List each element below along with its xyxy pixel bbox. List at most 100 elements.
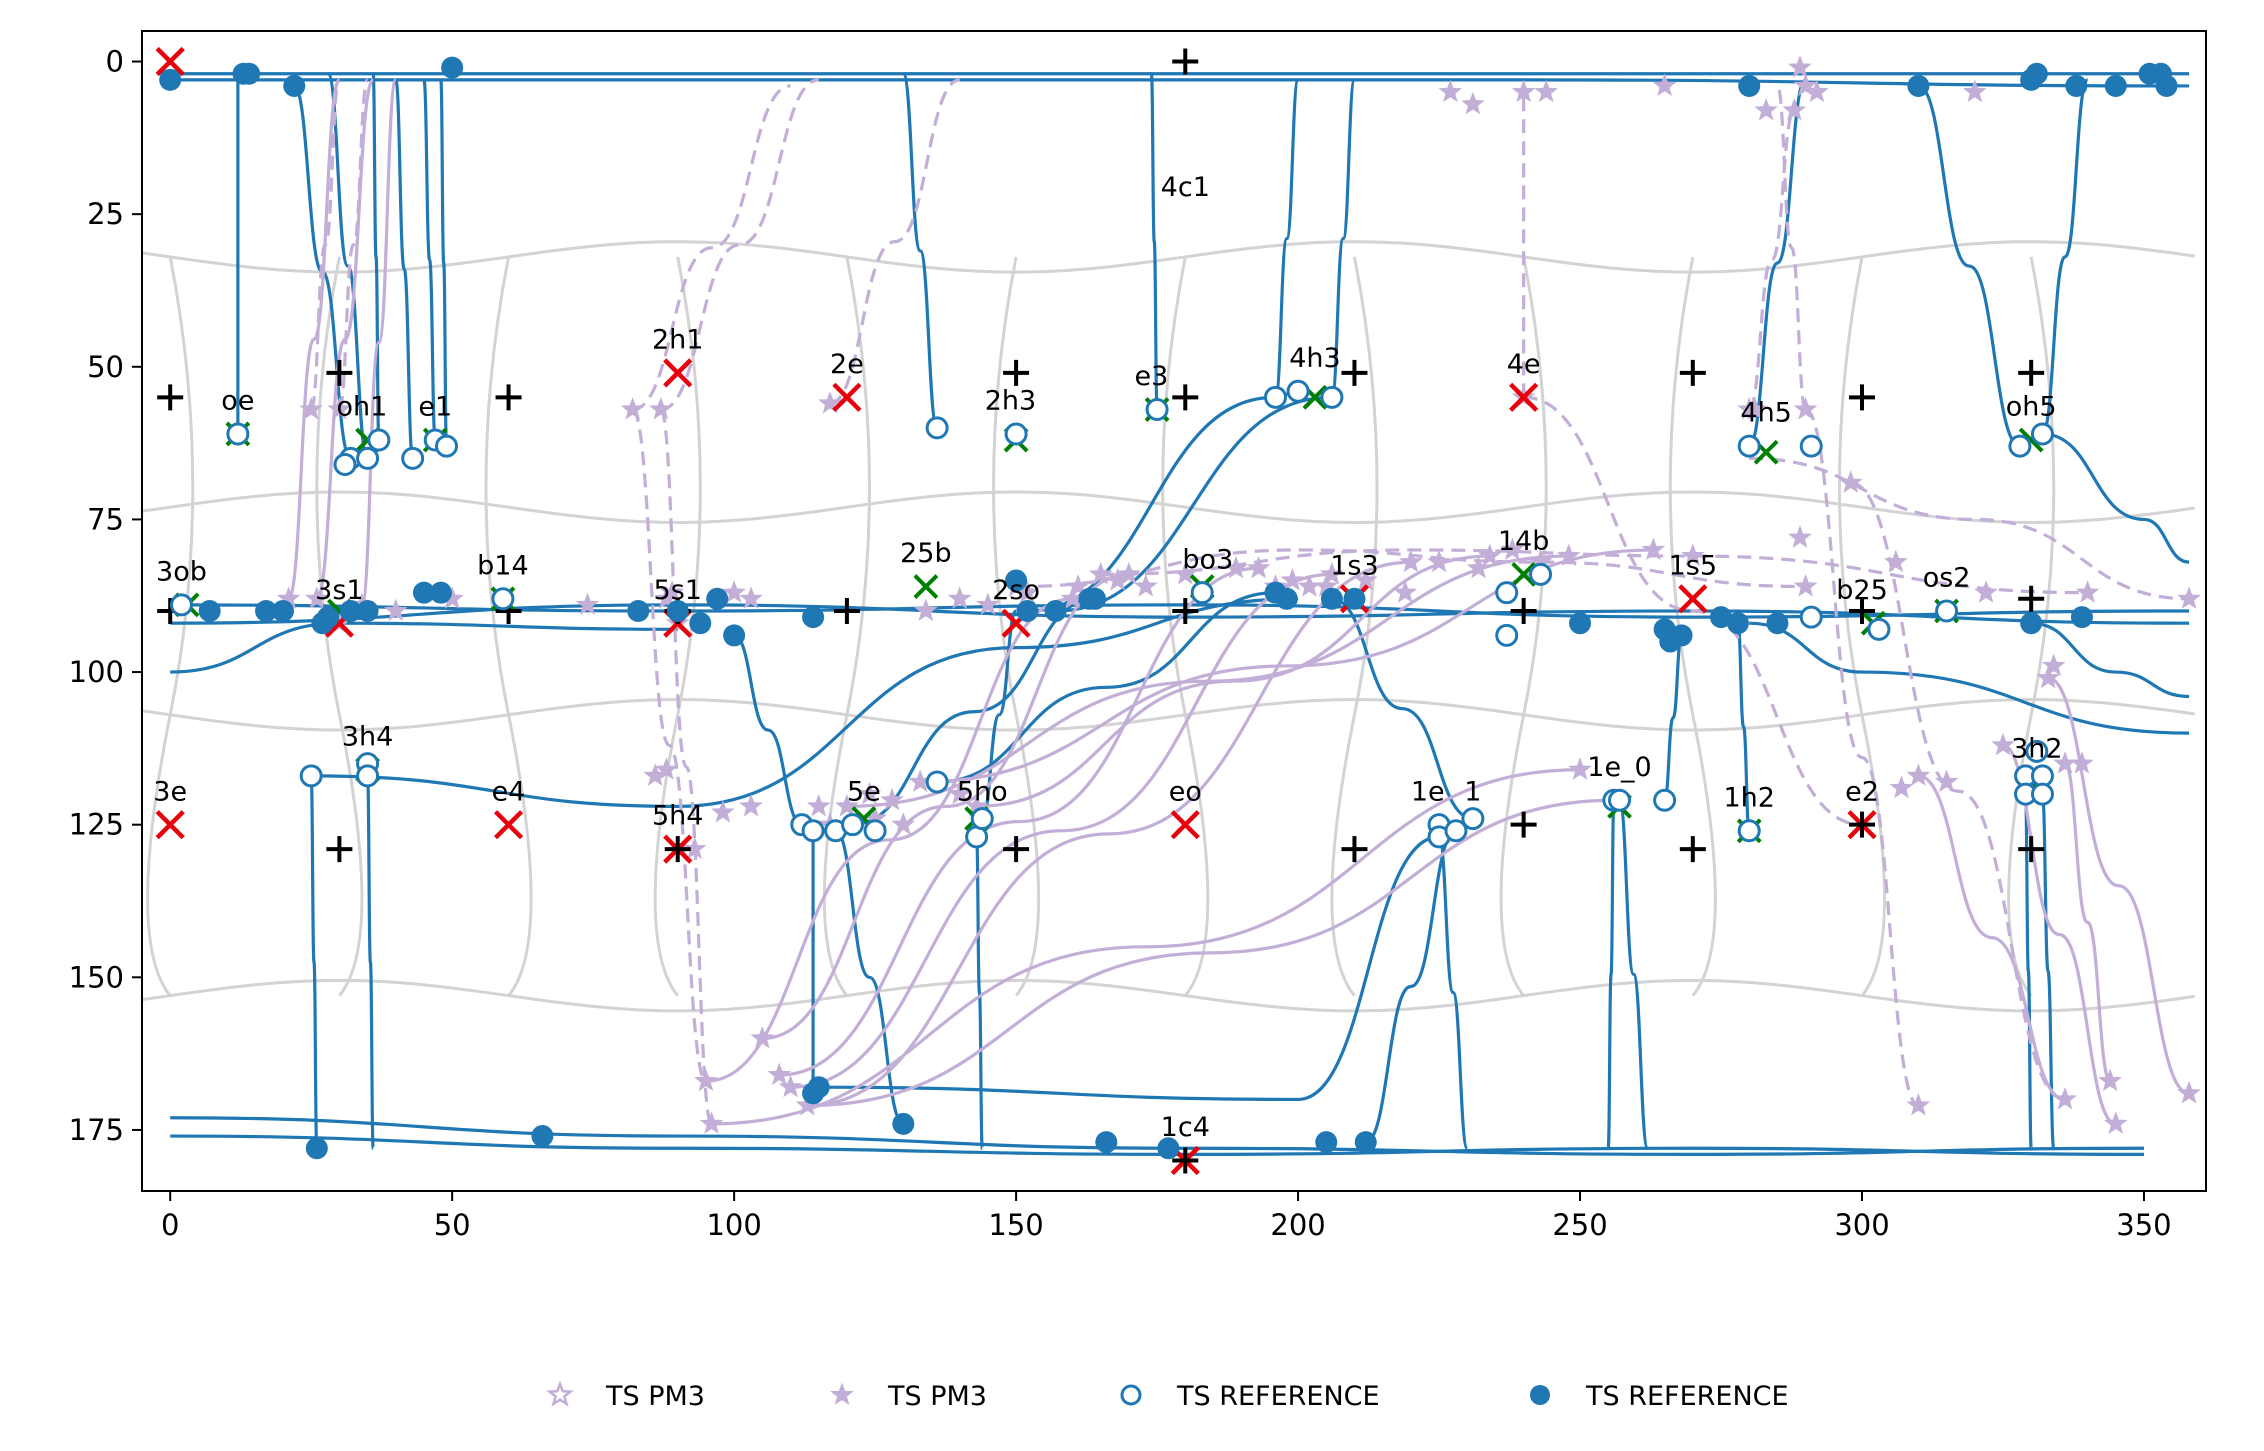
reference-plus-marker (1510, 598, 1537, 624)
conformer-label: 3e (153, 776, 187, 807)
ts-reference-open-point (356, 764, 380, 788)
pm3-minimum-marker (913, 574, 939, 599)
pm3-dashed-path (659, 407, 714, 1126)
legend-star-open-icon (546, 1380, 574, 1407)
grid-meridian-line (1330, 256, 1379, 997)
ts-reference-filled-point (1738, 74, 1761, 97)
ts-pm3-star (1117, 561, 1141, 585)
ts-reference-filled-point (1726, 612, 1749, 635)
conformer-label: bo3 (1182, 544, 1233, 575)
x-tick-label: 50 (434, 1208, 471, 1242)
grid-meridian-line (653, 256, 702, 997)
ts-pm3-star (383, 598, 408, 622)
ts-pm3-star (1743, 397, 1767, 420)
reference-path (2047, 676, 2190, 1095)
ts-pm3-star (750, 1025, 775, 1049)
reference-path (807, 798, 1614, 1108)
ts-reference-open-point (356, 446, 380, 470)
reference-plus-marker (1172, 48, 1199, 75)
ts-pm3-star (1793, 574, 1818, 597)
reference-path (2063, 762, 2112, 1083)
reference-plus-marker (157, 384, 184, 411)
ts-pm3-star (2177, 586, 2201, 609)
ts-pm3-star (818, 390, 842, 414)
grid-ring-line (142, 240, 2195, 274)
reference-path (980, 609, 1018, 821)
ts-pm3-star (1088, 561, 1113, 585)
ts-reference-filled-point (892, 1112, 915, 1135)
x-tick-label: 200 (1270, 1208, 1325, 1242)
ts-pm3-star (891, 812, 916, 835)
conformer-label: 1h2 (1723, 782, 1774, 813)
reference-plus-marker (2018, 836, 2045, 863)
ts-reference-filled-point (1315, 1131, 1338, 1154)
ts-pm3-star (976, 592, 1000, 615)
ts-reference-filled-point (706, 587, 729, 610)
conformer-label: 1e (1411, 776, 1445, 807)
reference-path (976, 554, 1490, 808)
ts-reference-open-point (299, 764, 323, 788)
ts-pm3-star (711, 800, 735, 823)
reference-path (1365, 829, 1457, 1144)
conformer-label: 3s1 (315, 575, 363, 606)
ts-reference-open-point (1004, 422, 1028, 446)
y-tick-label: 125 (69, 808, 124, 842)
ts-reference-filled-point (271, 600, 294, 622)
ts-pm3-star (1461, 91, 1485, 115)
ts-pm3-star (1793, 397, 1818, 420)
ts-pm3-star (1793, 73, 1818, 96)
reference-path (975, 835, 984, 1150)
reference-path (1617, 798, 1650, 1150)
legend-label: TS PM3 (887, 1381, 987, 1412)
conformer-label: 4h3 (1289, 343, 1340, 374)
ts-reference-filled-point (1157, 1137, 1180, 1160)
conformer-label: e4 (492, 776, 526, 807)
reference-plus-marker (1849, 598, 1875, 624)
reference-plus-marker (1003, 836, 1030, 863)
ts-reference-open-point (401, 446, 425, 470)
grid-meridian-line (1161, 256, 1210, 997)
pm3-dashed-path (1016, 548, 1806, 589)
grid-meridian-line (1499, 256, 1548, 997)
ts-reference-open-point (1190, 581, 1214, 605)
reference-path (1331, 597, 1474, 821)
ts-reference-open-point (841, 813, 865, 837)
conformer-label: 1e_0 (1587, 752, 1651, 783)
reference-plus-marker (2018, 359, 2045, 386)
ts-pm3-star (1962, 79, 1987, 103)
ts-pm3-star (2036, 665, 2060, 689)
ts-pm3-star (1105, 568, 1130, 591)
ts-reference-filled-point (2025, 62, 2048, 85)
conformer-label: 2so (992, 575, 1040, 606)
reference-plus-marker (1679, 359, 1706, 386)
grid-ring-line (142, 490, 2195, 525)
legend-label: TS PM3 (605, 1381, 705, 1412)
grid-ring-line (142, 978, 2195, 1013)
ts-pm3-star (575, 592, 600, 615)
reference-path (2031, 621, 2190, 699)
ts-reference-filled-point (1569, 612, 1592, 635)
ts-reference-open-point (2025, 739, 2049, 763)
ts-reference-open-point (970, 807, 994, 831)
ts-pm3-star (699, 1111, 724, 1134)
ts-reference-filled-point (2070, 606, 2093, 629)
ts-pm3-star (327, 397, 352, 420)
ts-reference-open-point (1264, 385, 1288, 409)
legend-label: TS REFERENCE (1176, 1381, 1380, 1412)
ts-pm3-star (857, 781, 882, 805)
legend-label: TS REFERENCE (1585, 1381, 1789, 1412)
reference-path (711, 768, 1581, 1126)
reference-plus-marker (1172, 384, 1199, 411)
ts-pm3-star (2075, 580, 2100, 603)
reference-plus-marker (664, 836, 691, 863)
reference-plus-marker (1341, 836, 1368, 863)
ts-reference-open-point (1935, 599, 1959, 623)
ts-pm3-star (1393, 580, 1418, 603)
ts-pm3-star (914, 598, 938, 622)
ts-reference-filled-point (2155, 74, 2178, 97)
reference-plus-marker (1679, 836, 1706, 863)
reference-path (360, 78, 398, 607)
ts-pm3-star (620, 397, 645, 420)
ts-reference-filled-point (1320, 587, 1343, 610)
